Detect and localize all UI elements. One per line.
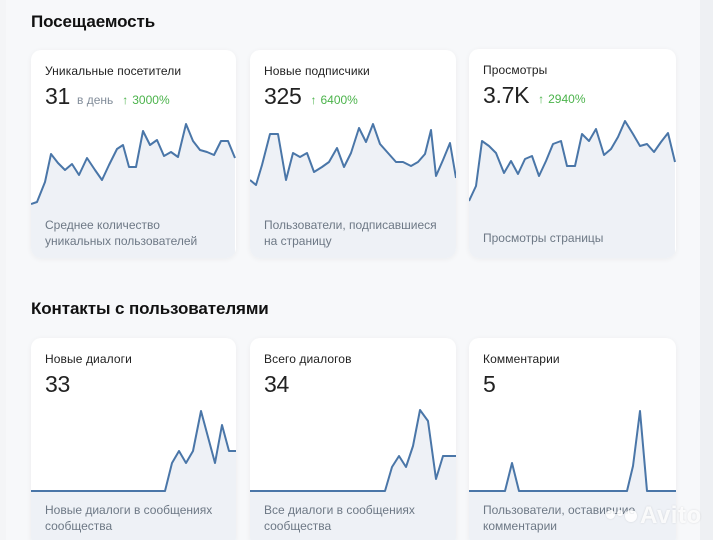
arrow-up-icon: ↑ [538, 92, 545, 106]
description-line: сообщества [45, 519, 113, 533]
metric-value: 33 [45, 371, 70, 397]
card-title: Комментарии [483, 352, 560, 366]
watermark-dots-icon [606, 510, 637, 522]
description-line: сообщества [264, 519, 332, 533]
watermark-text: Avito [640, 502, 702, 529]
watermark-logo: Avito [606, 502, 702, 530]
card-description: Просмотры страницы [483, 230, 603, 246]
description-line: Все диалоги в сообщениях [264, 503, 415, 517]
description-line: Просмотры страницы [483, 231, 604, 245]
card-comments[interactable]: Комментарии 5 Пользователи, оставившие к… [469, 338, 676, 540]
description-line: комментарии [483, 519, 557, 533]
metric-row: 34 [264, 371, 289, 398]
metric-value: 3.7K [483, 82, 530, 108]
metric-row: 325 ↑ 6400% [264, 83, 358, 110]
card-new-subscribers[interactable]: Новые подписчики 325 ↑ 6400% Пользовател… [250, 50, 456, 258]
sparkline-new-dialogs [31, 410, 236, 540]
card-title: Всего диалогов [264, 352, 352, 366]
arrow-up-icon: ↑ [310, 93, 317, 107]
card-views[interactable]: Просмотры 3.7K ↑ 2940% Просмотры страниц… [469, 49, 676, 258]
card-description: Пользователи, подписавшиеся на страницу [264, 217, 437, 249]
arrow-up-icon: ↑ [122, 93, 129, 107]
card-title: Уникальные посетители [45, 64, 182, 78]
growth-value: 3000% [132, 93, 170, 107]
sparkline-views [469, 120, 676, 258]
growth-badge: ↑ 6400% [310, 93, 357, 107]
description-line: Пользователи, оставившие [483, 503, 636, 517]
metric-row: 3.7K ↑ 2940% [483, 82, 586, 109]
sparkline-unique-visitors [31, 123, 236, 258]
card-description: Пользователи, оставившие комментарии [483, 502, 635, 534]
sparkline-comments [469, 410, 676, 540]
section-title-attendance: Посещаемость [31, 12, 156, 31]
description-line: Новые диалоги в сообщениях [45, 503, 213, 517]
description-line: уникальных пользователей [45, 234, 198, 248]
metric-value: 325 [264, 83, 302, 109]
sparkline-new-subscribers [250, 123, 456, 258]
growth-value: 2940% [548, 92, 586, 106]
card-title: Просмотры [483, 63, 548, 77]
growth-badge: ↑ 3000% [122, 93, 169, 107]
metric-row: 33 [45, 371, 70, 398]
card-title: Новые диалоги [45, 352, 132, 366]
metric-row: 31 в день ↑ 3000% [45, 83, 170, 110]
card-unique-visitors[interactable]: Уникальные посетители 31 в день ↑ 3000% … [31, 50, 236, 258]
card-total-dialogs[interactable]: Всего диалогов 34 Все диалоги в сообщени… [250, 338, 456, 540]
card-description: Новые диалоги в сообщениях сообщества [45, 502, 212, 534]
metric-row: 5 [483, 371, 496, 398]
card-title: Новые подписчики [264, 64, 370, 78]
sparkline-total-dialogs [250, 409, 456, 540]
growth-badge: ↑ 2940% [538, 92, 585, 106]
growth-value: 6400% [320, 93, 358, 107]
card-new-dialogs[interactable]: Новые диалоги 33 Новые диалоги в сообщен… [31, 338, 236, 540]
metric-unit: в день [76, 93, 114, 107]
description-line: на страницу [264, 234, 332, 248]
metric-value: 5 [483, 371, 496, 397]
metric-value: 31 [45, 83, 70, 109]
section-title-contacts: Контакты с пользователями [31, 299, 269, 318]
card-description: Среднее количество уникальных пользовате… [45, 217, 197, 249]
metric-value: 34 [264, 371, 289, 397]
card-description: Все диалоги в сообщениях сообщества [264, 502, 415, 534]
description-line: Среднее количество [45, 218, 160, 232]
description-line: Пользователи, подписавшиеся [264, 218, 437, 232]
scroll-track[interactable] [700, 0, 713, 540]
